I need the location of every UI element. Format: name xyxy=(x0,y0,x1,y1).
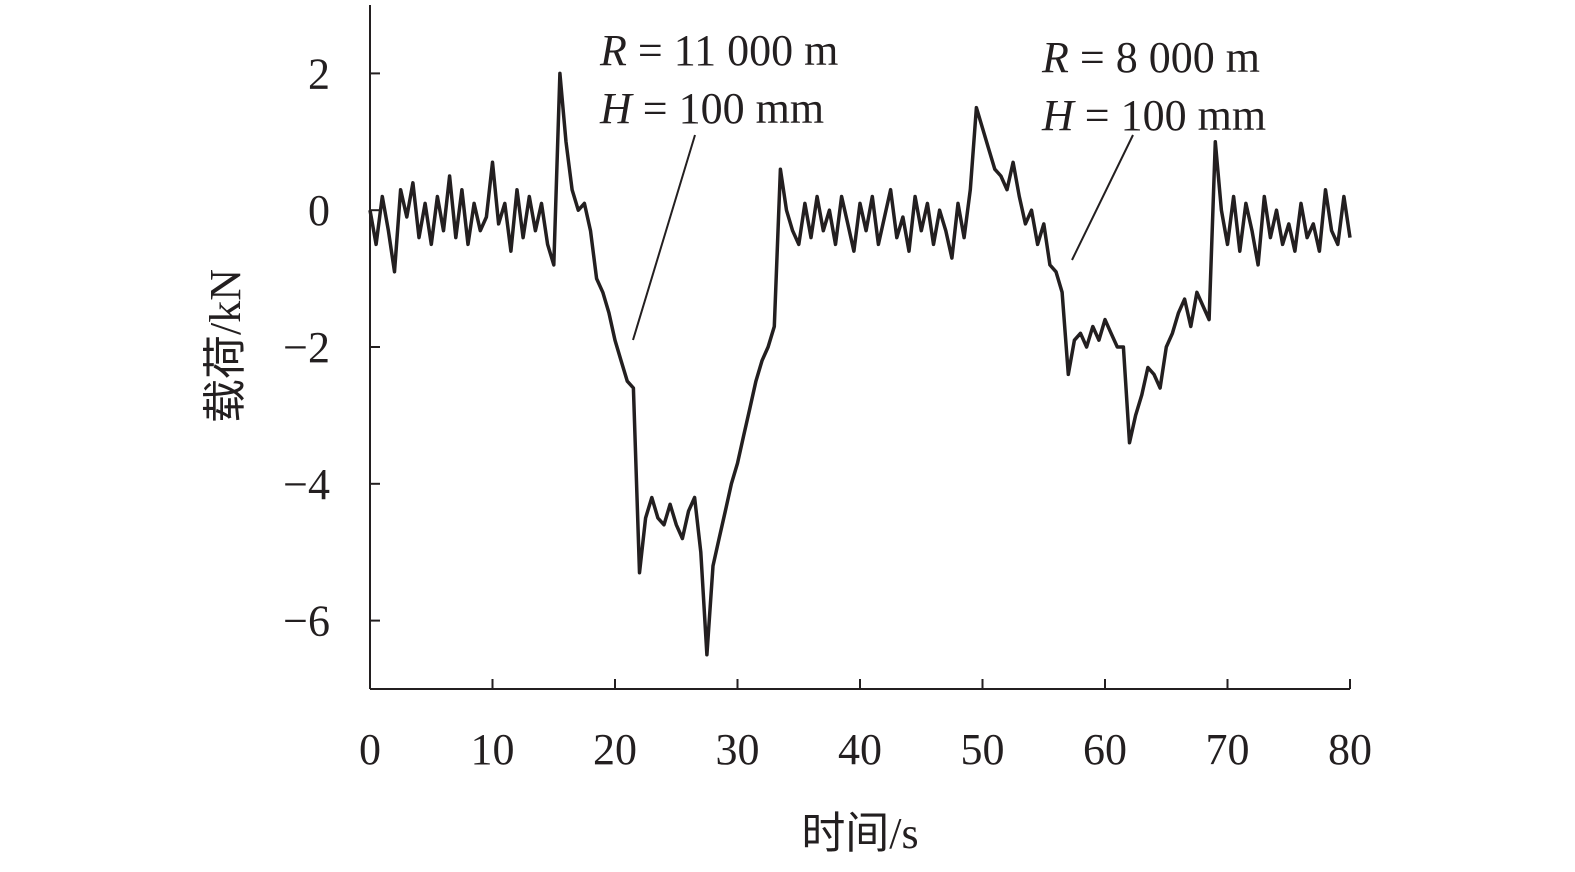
x-tick-label: 20 xyxy=(593,725,637,774)
y-tick-label: 0 xyxy=(308,186,330,235)
x-tick-label: 10 xyxy=(471,725,515,774)
annotation: H = 100 mm xyxy=(1041,91,1266,140)
x-tick-label: 60 xyxy=(1083,725,1127,774)
x-tick-label: 0 xyxy=(359,725,381,774)
y-tick-label: 2 xyxy=(308,49,330,98)
annotation-text: = 100 mm xyxy=(1074,91,1266,140)
y-tick-label: −4 xyxy=(283,460,330,509)
annotation: R = 11 000 m xyxy=(599,26,838,75)
y-tick-label: −6 xyxy=(283,597,330,646)
x-tick-label: 70 xyxy=(1206,725,1250,774)
annotation-pointer xyxy=(1071,134,1134,261)
annotation-symbol: R xyxy=(1041,33,1069,82)
annotation-text: = 100 mm xyxy=(632,84,824,133)
y-tick-label: −2 xyxy=(283,323,330,372)
annotation-symbol: R xyxy=(599,26,627,75)
annotation: H = 100 mm xyxy=(599,84,824,133)
annotation-text: = 8 000 m xyxy=(1069,33,1260,82)
annotation-pointer xyxy=(632,134,696,341)
annotation-symbol: H xyxy=(599,84,634,133)
y-axis-label: 载荷/kN xyxy=(201,269,250,423)
x-tick-label: 30 xyxy=(716,725,760,774)
data-line xyxy=(368,71,1352,657)
annotation-symbol: H xyxy=(1041,91,1076,140)
annotation: R = 8 000 m xyxy=(1041,33,1260,82)
x-tick-label: 80 xyxy=(1328,725,1372,774)
x-axis-label: 时间/s xyxy=(801,809,918,858)
x-tick-label: 50 xyxy=(961,725,1005,774)
annotation-text: = 11 000 m xyxy=(627,26,838,75)
x-tick-label: 40 xyxy=(838,725,882,774)
